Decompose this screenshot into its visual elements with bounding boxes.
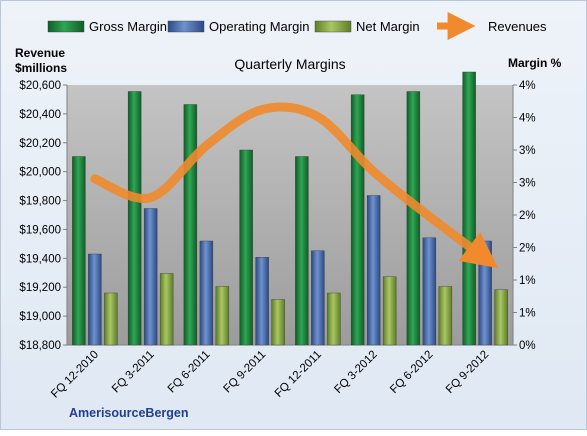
- category-label: FQ 6-2011: [166, 349, 213, 396]
- operating-margin-bar: [88, 253, 102, 346]
- left-tick-label: $20,200: [19, 138, 61, 150]
- legend-revenues-label: Revenues: [488, 19, 547, 34]
- revenues-line: [90, 102, 499, 269]
- gross-margin-bar: [462, 71, 476, 346]
- left-tick-label: $20,400: [19, 109, 61, 121]
- category-label: FQ 6-2012: [388, 349, 435, 396]
- net-margin-bar: [438, 286, 453, 346]
- legend-net-margin-label: Net Margin: [356, 19, 420, 34]
- left-axis-title: $millions: [15, 61, 67, 75]
- category-label: FQ 3-2012: [332, 349, 379, 396]
- net-margin-bar: [382, 276, 397, 346]
- gross-margin-bar: [350, 94, 365, 346]
- net-margin-bar: [271, 299, 285, 346]
- left-tick-label: $19,000: [19, 311, 61, 323]
- net-margin-bar: [159, 273, 174, 346]
- right-tick-label: 3%: [519, 178, 536, 190]
- right-tick-label: 4%: [519, 80, 536, 92]
- net-margin-bar: [327, 292, 341, 346]
- category-label: FQ 12-2011: [273, 349, 324, 400]
- left-tick-label: $19,400: [19, 253, 61, 265]
- gross-margin-bar: [295, 156, 309, 346]
- net-margin-bar: [215, 286, 230, 346]
- legend-net-margin-swatch: [314, 20, 352, 33]
- left-tick-label: $19,800: [19, 196, 61, 208]
- legend-operating-margin-label: Operating Margin: [209, 19, 309, 34]
- category-label: FQ 9-2012: [444, 349, 491, 396]
- left-tick-label: $19,200: [19, 282, 61, 294]
- company-name: AmerisourceBergen: [69, 406, 189, 420]
- operating-margin-bar: [199, 240, 214, 346]
- category-label: FQ 9-2011: [221, 349, 268, 396]
- operating-margin-bar: [422, 237, 437, 346]
- right-tick-label: 1%: [519, 275, 536, 287]
- operating-margin-bar: [143, 208, 158, 346]
- right-tick-label: 4%: [519, 113, 536, 125]
- gross-margin-bar: [72, 156, 86, 346]
- chart-title: Quarterly Margins: [234, 56, 345, 72]
- right-tick-label: 1%: [519, 308, 536, 320]
- left-tick-label: $20,600: [19, 80, 61, 92]
- right-tick-label: 3%: [519, 145, 536, 157]
- left-tick-label: $20,000: [19, 167, 61, 179]
- right-tick-label: 2%: [519, 243, 536, 255]
- gross-margin-bar: [239, 149, 253, 346]
- operating-margin-bar: [311, 250, 325, 346]
- plot-area: [67, 85, 513, 345]
- left-axis-title: Revenue: [15, 46, 65, 60]
- legend-operating-margin-swatch: [167, 20, 205, 33]
- right-tick-label: 2%: [519, 210, 536, 222]
- gross-margin-bar: [183, 104, 198, 346]
- right-axis-title: Margin %: [508, 56, 562, 70]
- category-label: FQ 12-2010: [49, 349, 101, 401]
- left-tick-label: $18,800: [19, 340, 61, 352]
- left-tick-label: $19,600: [19, 224, 61, 236]
- net-margin-bar: [494, 289, 508, 346]
- operating-margin-bar: [255, 257, 269, 346]
- operating-margin-bar: [366, 195, 381, 346]
- gross-margin-bar: [406, 91, 421, 346]
- gross-margin-bar: [127, 91, 142, 346]
- legend-gross-margin-label: Gross Margin: [89, 19, 167, 34]
- legend-gross-margin-swatch: [47, 20, 85, 33]
- right-tick-label: 0%: [519, 340, 536, 352]
- category-label: FQ 3-2011: [110, 349, 157, 396]
- net-margin-bar: [104, 292, 118, 346]
